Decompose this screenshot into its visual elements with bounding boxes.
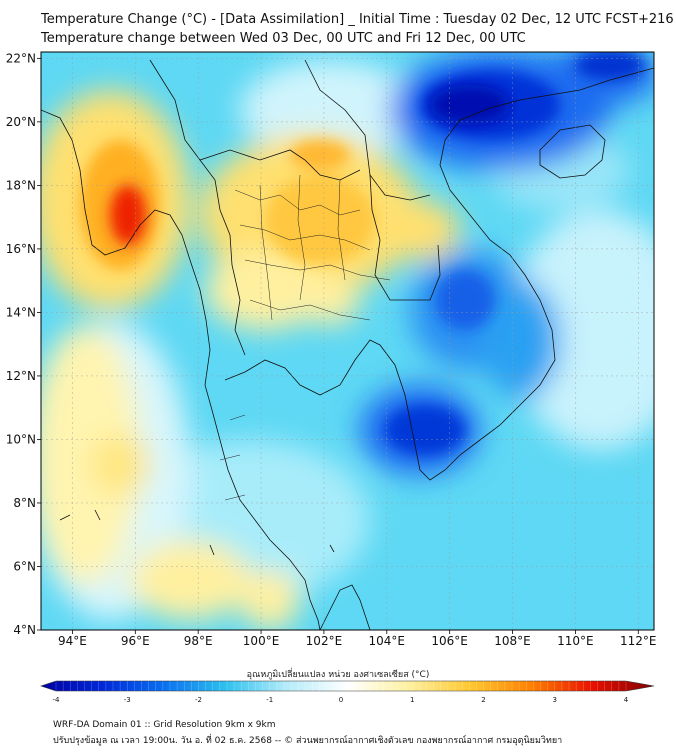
lat-tick-label: 14°N	[6, 305, 36, 319]
lon-tick-label: 104°E	[369, 634, 406, 648]
coastlines	[41, 59, 654, 630]
lon-tick-label: 96°E	[121, 634, 150, 648]
colorbar-tick-label: -2	[195, 696, 202, 704]
colorbar-tick-label: 3	[553, 696, 557, 704]
lat-tick-label: 10°N	[6, 432, 36, 446]
colorbar-label: อุณหภูมิเปลี่ยนแปลง หน่วย องศาเซลเซียส (…	[246, 670, 430, 680]
lat-tick-label: 8°N	[13, 496, 36, 510]
lat-tick-label: 16°N	[6, 242, 36, 256]
colorbar-ticks: -4 -3 -2 -1 0 1 2 3 4	[53, 681, 629, 704]
lat-tick-label: 20°N	[6, 115, 36, 129]
lat-tick-label: 18°N	[6, 178, 36, 192]
footer-credit: ปรับปรุงข้อมูล ณ เวลา 19:00น. วัน อ. ที่…	[53, 736, 563, 746]
colorbar-tick-label: 0	[339, 696, 343, 704]
footer-model-info: WRF-DA Domain 01 :: Grid Resolution 9km …	[53, 720, 276, 730]
colorbar-tick-label: 1	[410, 696, 414, 704]
colorbar: -4 -3 -2 -1 0 1 2 3 4	[40, 680, 655, 704]
colorbar-tick-label: 4	[624, 696, 629, 704]
map-frame	[40, 51, 655, 631]
lon-tick-label: 94°E	[58, 634, 87, 648]
colorbar-tick-label: 2	[481, 696, 485, 704]
map-title: Temperature Change (°C) - [Data Assimila…	[41, 12, 674, 27]
lat-tick-label: 4°N	[13, 623, 36, 637]
colorbar-tick-label: -4	[53, 696, 61, 704]
lat-tick-label: 6°N	[13, 559, 36, 573]
lon-tick-label: 108°E	[494, 634, 531, 648]
temperature-field	[41, 52, 654, 630]
latitude-axis: 22°N 20°N 18°N 16°N 14°N 12°N 10°N 8°N 6°N 4°N	[6, 51, 41, 637]
lon-tick-label: 112°E	[620, 634, 657, 648]
lon-tick-label: 98°E	[184, 634, 213, 648]
longitude-axis: 94°E 96°E 98°E 100°E 102°E 104°E 106°E 108°E 110…	[58, 630, 657, 648]
colorbar-tick-label: -3	[124, 696, 131, 704]
gridlines	[41, 52, 654, 630]
map-subtitle: Temperature change between Wed 03 Dec, 0…	[41, 31, 526, 46]
lon-tick-label: 110°E	[557, 634, 594, 648]
colorbar-tick-label: -1	[266, 696, 273, 704]
lat-tick-label: 22°N	[6, 51, 36, 65]
lon-tick-label: 100°E	[243, 634, 280, 648]
lon-tick-label: 106°E	[431, 634, 468, 648]
lat-tick-label: 12°N	[6, 369, 36, 383]
colorbar-bar	[40, 680, 655, 692]
lon-tick-label: 102°E	[306, 634, 343, 648]
province-borders	[219, 174, 391, 501]
